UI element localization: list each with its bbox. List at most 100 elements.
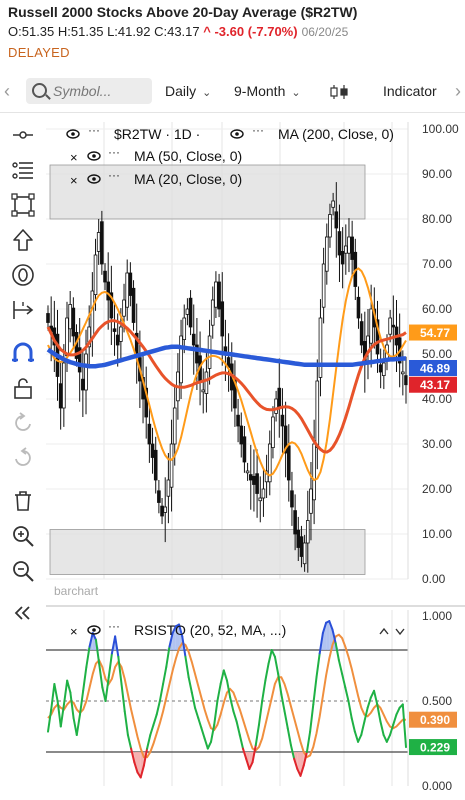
legend-row-ma50[interactable]: × ··· MA (50, Close, 0) [70, 145, 242, 165]
text-tool-icon[interactable] [10, 262, 36, 288]
more-options-icon[interactable]: ··· [108, 619, 120, 633]
more-options-icon[interactable]: ··· [88, 123, 100, 137]
candle-body [128, 272, 133, 296]
candle-body [163, 506, 168, 513]
rsi-segment [75, 713, 81, 736]
candle-body [359, 321, 364, 346]
eye-icon[interactable] [87, 151, 101, 161]
rsi-segment [389, 723, 395, 736]
rsi-segment [107, 652, 113, 679]
rsi-segment [254, 723, 260, 747]
symbol-search[interactable]: Symbol... [26, 78, 152, 104]
close-icon[interactable]: × [70, 173, 78, 188]
y-tick-label: 30.00 [422, 437, 452, 451]
price-last-labels: 54.77 46.89 43.17 [409, 324, 457, 393]
chart-toolbar: ‹ Symbol... Daily ⌄ 9-Month ⌄ Indicator › [0, 72, 465, 113]
candle-body [84, 353, 88, 391]
candle [217, 273, 221, 318]
candle [382, 349, 386, 390]
redo-icon[interactable] [10, 445, 36, 471]
candle-body [296, 529, 301, 548]
candle [245, 462, 250, 481]
more-options-icon[interactable]: ··· [108, 145, 120, 159]
period-dropdown[interactable]: 9-Month ⌄ [234, 83, 301, 99]
interval-dropdown[interactable]: Daily ⌄ [165, 83, 211, 99]
rsi-segment [194, 706, 200, 719]
oversold-fill [249, 752, 253, 769]
close-icon[interactable]: × [70, 624, 78, 639]
candle [90, 272, 95, 357]
candle [46, 305, 50, 331]
candle [210, 286, 215, 339]
scroll-right-icon[interactable]: › [455, 81, 461, 101]
chevron-down-icon[interactable] [395, 628, 405, 636]
interval-label: Daily [165, 83, 197, 99]
rsi-segment [171, 625, 177, 634]
chevron-up-icon[interactable] [379, 627, 389, 635]
legend-row-price[interactable]: ··· $R2TW · 1D · ··· MA (200, Close, 0) [66, 123, 394, 142]
measure-tool-icon[interactable] [10, 297, 36, 323]
last-value-box [409, 359, 457, 376]
eye-icon[interactable] [66, 129, 80, 139]
arrow-tool-icon[interactable] [10, 227, 36, 253]
scroll-left-icon[interactable]: ‹ [4, 81, 10, 101]
rsi-segment [62, 679, 69, 706]
undo-icon[interactable] [10, 410, 36, 436]
y-tick-label: 10.00 [422, 527, 452, 541]
unlock-icon[interactable] [10, 375, 36, 401]
candle-body [179, 335, 183, 384]
candle-body [236, 414, 240, 427]
rsi-segment [289, 744, 296, 760]
eye-icon[interactable] [230, 129, 244, 139]
rsi-segment [78, 689, 85, 716]
candle [359, 313, 364, 354]
magnet-icon[interactable] [10, 340, 36, 366]
more-options-icon[interactable]: ··· [252, 123, 264, 137]
collapse-sidebar-icon[interactable] [10, 600, 36, 626]
line-tool-icon[interactable] [10, 122, 36, 148]
candle [363, 311, 367, 393]
y-tick-label: 80.00 [422, 212, 452, 226]
rsi-segment [219, 669, 225, 685]
candle [404, 356, 408, 404]
eye-icon[interactable] [87, 174, 101, 184]
rectangle-tool-icon[interactable] [10, 192, 36, 218]
rsi-segment [305, 730, 312, 753]
more-options-icon[interactable]: ··· [108, 168, 120, 182]
y-tick-label: 100.00 [422, 122, 459, 136]
candle [290, 471, 294, 526]
fibonacci-tool-icon[interactable] [10, 157, 36, 183]
rsi-segment [226, 679, 232, 699]
rsi-segment [197, 717, 203, 730]
eye-icon[interactable] [87, 625, 101, 635]
candle-body [217, 281, 221, 310]
close-icon[interactable]: × [70, 150, 78, 165]
rsi-segment [238, 734, 244, 750]
indicators-label: Indicator [383, 83, 437, 99]
candle [204, 353, 209, 413]
candle-body [169, 443, 174, 488]
zoom-out-icon[interactable] [10, 558, 36, 584]
rsi-segment [235, 720, 241, 736]
candle-body [347, 236, 351, 254]
candle-body [290, 490, 294, 508]
candle [318, 299, 323, 397]
zoom-in-icon[interactable] [10, 523, 36, 549]
candlestick-icon[interactable] [329, 84, 351, 100]
candle [157, 480, 161, 514]
rsi-segment [165, 645, 171, 668]
candle-body [277, 387, 282, 409]
rsi-segment [56, 700, 62, 728]
candle-body [271, 416, 275, 449]
indicators-dropdown[interactable]: Indicator [383, 83, 437, 99]
candle [305, 490, 310, 573]
candle [166, 453, 171, 524]
legend-row-ma20[interactable]: × ··· MA (20, Close, 0) [70, 168, 242, 188]
last-value-box [409, 739, 457, 756]
trash-icon[interactable] [10, 488, 36, 514]
candle-body [166, 479, 171, 497]
rsi-segment [126, 734, 133, 750]
chart-canvas[interactable]: barchart 100.00 90.00 80.00 70.00 60.00 50.00… [0, 114, 465, 800]
rsi-segment [94, 638, 101, 665]
candle-body [242, 436, 247, 463]
